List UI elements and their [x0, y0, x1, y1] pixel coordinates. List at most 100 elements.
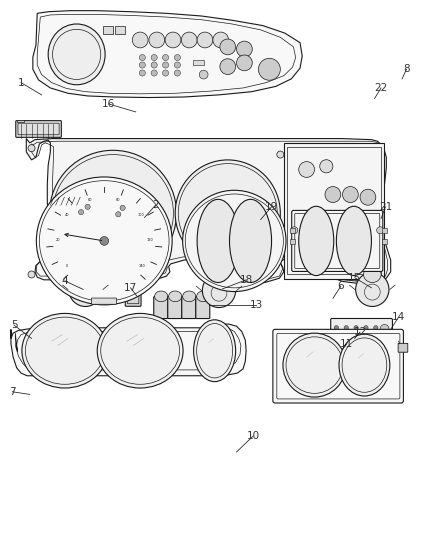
Text: 22: 22: [374, 83, 388, 93]
Circle shape: [277, 151, 284, 158]
Circle shape: [380, 325, 389, 333]
Circle shape: [85, 204, 90, 209]
Circle shape: [377, 227, 384, 234]
Circle shape: [320, 160, 333, 173]
Circle shape: [237, 55, 252, 71]
Circle shape: [174, 54, 180, 61]
Circle shape: [162, 62, 169, 68]
Text: 80: 80: [116, 198, 120, 202]
Ellipse shape: [325, 187, 341, 203]
Circle shape: [346, 333, 350, 336]
Text: 4: 4: [61, 276, 68, 286]
Text: 13: 13: [250, 300, 263, 310]
Circle shape: [151, 54, 157, 61]
Circle shape: [78, 209, 84, 215]
Ellipse shape: [36, 177, 172, 305]
Text: 0: 0: [65, 264, 68, 268]
Ellipse shape: [342, 329, 359, 343]
Text: 19: 19: [265, 202, 278, 212]
Text: 14: 14: [392, 312, 405, 322]
Circle shape: [357, 333, 361, 336]
Text: 1: 1: [18, 78, 25, 87]
Bar: [284, 143, 384, 279]
Circle shape: [258, 58, 280, 80]
Text: 12: 12: [353, 327, 367, 337]
Ellipse shape: [48, 24, 105, 85]
Circle shape: [28, 271, 35, 278]
Ellipse shape: [194, 320, 236, 382]
Circle shape: [213, 32, 229, 48]
Text: 20: 20: [56, 238, 60, 243]
Text: 10: 10: [247, 431, 260, 441]
FancyBboxPatch shape: [331, 319, 392, 353]
FancyBboxPatch shape: [182, 296, 196, 319]
Circle shape: [344, 326, 348, 330]
Text: 140: 140: [138, 264, 145, 268]
Ellipse shape: [298, 215, 315, 231]
FancyBboxPatch shape: [273, 329, 403, 403]
Polygon shape: [33, 11, 302, 98]
Text: 18: 18: [240, 275, 253, 285]
Text: 11: 11: [340, 339, 353, 349]
Circle shape: [334, 326, 339, 330]
Ellipse shape: [202, 273, 236, 308]
Ellipse shape: [314, 215, 332, 231]
Ellipse shape: [155, 291, 168, 302]
Bar: [287, 147, 381, 274]
Ellipse shape: [356, 272, 389, 306]
FancyBboxPatch shape: [125, 291, 141, 306]
Ellipse shape: [97, 313, 183, 388]
Polygon shape: [11, 324, 246, 376]
FancyBboxPatch shape: [328, 344, 362, 377]
Circle shape: [151, 62, 157, 68]
Ellipse shape: [175, 160, 280, 266]
Bar: [115, 26, 125, 34]
Ellipse shape: [197, 199, 239, 282]
Circle shape: [139, 70, 145, 76]
Circle shape: [151, 70, 157, 76]
Text: 120: 120: [147, 238, 154, 243]
Ellipse shape: [364, 266, 381, 282]
Circle shape: [120, 205, 125, 211]
Ellipse shape: [169, 291, 182, 302]
Text: 100: 100: [138, 213, 145, 217]
Text: 5: 5: [11, 320, 18, 330]
Text: 40: 40: [65, 213, 70, 217]
Ellipse shape: [183, 291, 196, 302]
Circle shape: [364, 326, 368, 330]
FancyBboxPatch shape: [154, 296, 168, 319]
Circle shape: [139, 54, 145, 61]
Circle shape: [237, 41, 252, 57]
Circle shape: [332, 362, 336, 365]
FancyBboxPatch shape: [196, 296, 210, 319]
Ellipse shape: [339, 334, 390, 396]
Text: 21: 21: [379, 202, 392, 212]
Circle shape: [116, 212, 121, 217]
FancyBboxPatch shape: [168, 296, 182, 319]
Ellipse shape: [22, 313, 108, 388]
FancyBboxPatch shape: [92, 298, 117, 304]
FancyBboxPatch shape: [16, 120, 61, 138]
Bar: [290, 228, 295, 233]
Ellipse shape: [360, 189, 376, 205]
Circle shape: [174, 62, 180, 68]
Text: 60: 60: [88, 198, 92, 202]
Circle shape: [165, 32, 181, 48]
Polygon shape: [17, 120, 24, 122]
Ellipse shape: [131, 236, 153, 249]
Ellipse shape: [230, 199, 272, 282]
Circle shape: [28, 144, 35, 152]
Ellipse shape: [330, 338, 346, 352]
FancyBboxPatch shape: [398, 343, 408, 352]
Ellipse shape: [210, 268, 228, 284]
Circle shape: [291, 227, 298, 234]
Circle shape: [335, 333, 338, 336]
Circle shape: [139, 62, 145, 68]
Bar: [103, 26, 113, 34]
Ellipse shape: [69, 272, 102, 306]
Circle shape: [197, 32, 213, 48]
Ellipse shape: [283, 333, 346, 397]
Text: 6: 6: [337, 281, 344, 291]
Circle shape: [332, 349, 336, 352]
Ellipse shape: [117, 238, 133, 251]
